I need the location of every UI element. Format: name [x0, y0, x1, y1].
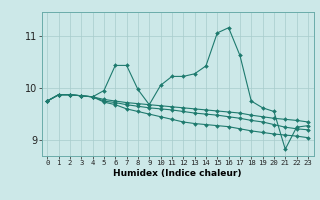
X-axis label: Humidex (Indice chaleur): Humidex (Indice chaleur): [113, 169, 242, 178]
